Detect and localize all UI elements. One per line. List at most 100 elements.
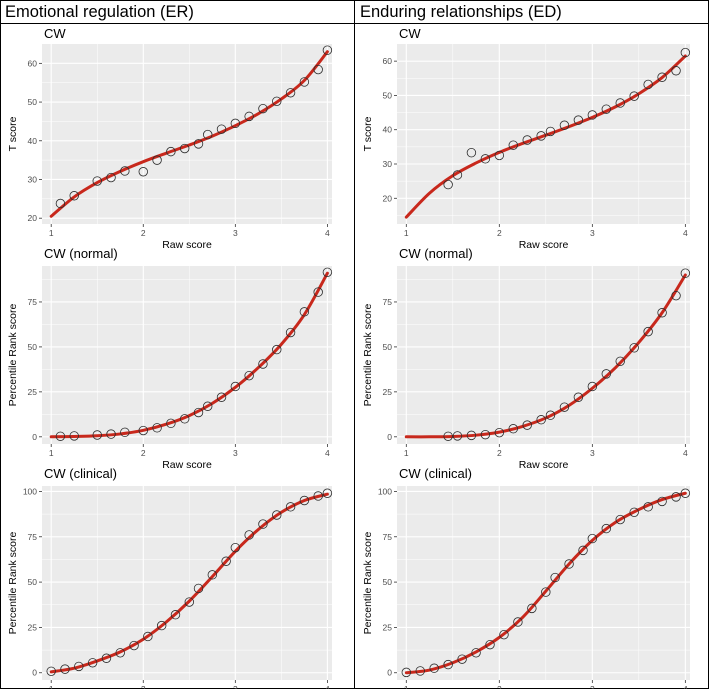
data-point — [184, 597, 195, 607]
x-tick-label: 4 — [325, 228, 330, 238]
y-axis-label: Percentile Rank score — [362, 531, 374, 634]
data-point — [230, 542, 241, 553]
chart-panel-4: CW (normal) 1 2 3 4 0 25 50 75 Raw score Percentil… — [362, 246, 691, 471]
data-point — [203, 401, 213, 411]
data-point — [527, 603, 537, 614]
y-axis-label: Percentile Rank score — [362, 303, 374, 406]
x-tick-label: 4 — [683, 448, 688, 458]
y-tick-label: 50 — [28, 97, 38, 107]
data-point — [480, 429, 491, 440]
y-tick-label: 75 — [383, 532, 393, 542]
data-point — [166, 146, 176, 157]
data-point — [101, 653, 112, 663]
y-tick-label: 50 — [28, 342, 38, 352]
fitted-curve — [404, 491, 687, 675]
x-tick-label: 4 — [683, 228, 688, 238]
chart-title: CW (normal) — [44, 246, 118, 261]
y-tick-label: 0 — [387, 668, 392, 678]
data-point — [170, 610, 181, 620]
data-point — [629, 91, 639, 101]
data-point — [285, 88, 296, 98]
data-point — [536, 415, 546, 425]
data-point — [313, 491, 323, 501]
data-point — [166, 418, 176, 429]
data-point — [401, 667, 412, 678]
data-point — [230, 118, 241, 129]
data-point — [299, 307, 310, 317]
y-tick-label: 20 — [383, 193, 393, 203]
x-tick-label: 3 — [233, 684, 238, 689]
data-point — [69, 191, 79, 201]
data-point — [587, 533, 598, 544]
data-point — [494, 150, 505, 161]
x-tick-label: 1 — [404, 228, 409, 238]
data-point — [429, 663, 439, 673]
plot-background — [397, 486, 690, 680]
column-divider — [354, 0, 355, 689]
x-tick-label: 1 — [49, 228, 54, 238]
data-point — [313, 287, 323, 297]
data-point — [156, 620, 167, 631]
x-tick-label: 3 — [233, 448, 238, 458]
y-tick-label: 25 — [383, 622, 393, 632]
y-tick-label: 100 — [23, 486, 37, 496]
data-point — [106, 172, 116, 183]
data-point — [443, 659, 453, 670]
data-point — [322, 45, 333, 55]
chart-title: CW — [399, 26, 421, 41]
y-tick-label: 50 — [383, 90, 393, 100]
y-tick-label: 30 — [28, 174, 38, 184]
data-point — [272, 344, 282, 355]
y-tick-label: 75 — [28, 297, 38, 307]
data-point — [216, 124, 227, 134]
y-tick-label: 50 — [383, 577, 393, 587]
data-point — [471, 648, 481, 658]
data-point — [657, 496, 667, 507]
data-point — [55, 198, 66, 209]
x-tick-label: 1 — [404, 448, 409, 458]
x-tick-label: 2 — [497, 228, 502, 238]
x-tick-label: 3 — [590, 448, 595, 458]
data-point — [550, 572, 560, 583]
data-point — [508, 424, 518, 434]
data-point — [643, 326, 653, 337]
data-point — [601, 104, 611, 114]
data-point — [443, 431, 453, 441]
data-point — [115, 648, 125, 658]
fitted-curve — [49, 271, 329, 439]
data-point — [230, 381, 241, 392]
x-axis-label: Raw score — [162, 459, 212, 471]
y-tick-label: 75 — [383, 297, 393, 307]
y-tick-label: 25 — [28, 622, 38, 632]
data-point — [143, 631, 153, 642]
data-point — [680, 488, 691, 498]
data-point — [138, 167, 148, 177]
data-point — [443, 179, 453, 190]
y-tick-label: 25 — [28, 387, 38, 397]
data-point — [522, 135, 532, 145]
data-point — [258, 359, 268, 369]
data-point — [573, 115, 584, 125]
y-tick-label: 60 — [28, 58, 38, 68]
chart-title: CW (clinical) — [399, 466, 472, 481]
data-point — [499, 629, 509, 640]
data-point — [207, 570, 218, 580]
y-tick-label: 20 — [28, 213, 38, 223]
data-point — [545, 410, 556, 420]
x-tick-label: 1 — [49, 684, 54, 689]
x-tick-label: 3 — [590, 228, 595, 238]
data-point — [513, 617, 523, 627]
y-tick-label: 0 — [32, 432, 37, 442]
y-tick-label: 40 — [383, 125, 393, 135]
data-point — [559, 120, 570, 130]
data-point — [272, 510, 282, 520]
y-tick-label: 30 — [383, 159, 393, 169]
chart-panel-3: CW (normal) 1 2 3 4 0 25 50 75 Raw score Percentil… — [7, 246, 333, 471]
y-tick-label: 0 — [387, 432, 392, 442]
x-axis-label: Raw score — [162, 239, 212, 251]
data-point — [152, 423, 162, 433]
data-point — [466, 430, 477, 441]
data-point — [457, 654, 467, 664]
data-point — [541, 587, 551, 597]
x-tick-label: 4 — [325, 448, 330, 458]
